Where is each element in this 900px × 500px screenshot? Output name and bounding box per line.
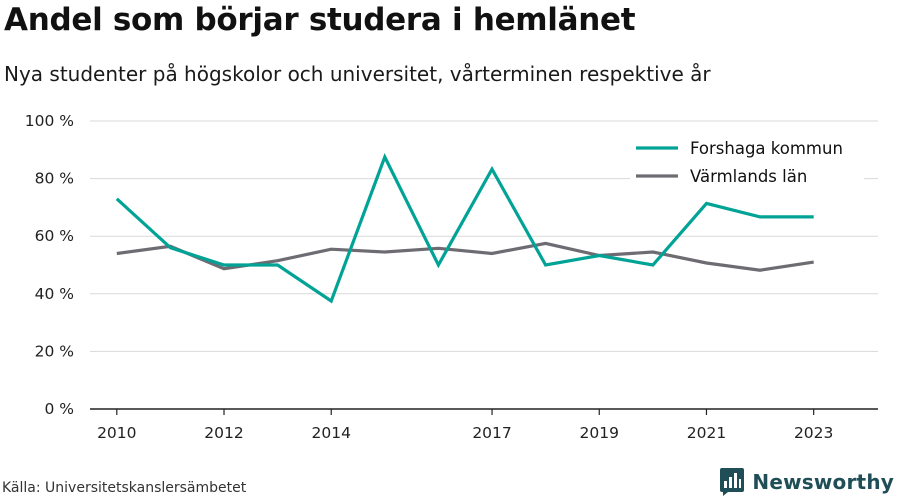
x-axis: 2010 2012 2014 2017 2019 2021 2023 [90, 408, 878, 442]
bar-chart-logo-icon [720, 468, 745, 496]
y-tick-label: 40 % [35, 285, 74, 303]
y-tick-label: 100 % [25, 112, 74, 130]
x-tick-label: 2023 [794, 424, 833, 442]
legend: Forshaga kommun Värmlands län [630, 133, 864, 187]
y-tick-label: 20 % [35, 342, 74, 360]
series-line-forshaga-kommun [115, 152, 814, 304]
legend-label: Värmlands län [690, 167, 807, 186]
series-line-värmlands-län [116, 241, 814, 272]
y-tick-label: 60 % [35, 227, 74, 245]
legend-label: Forshaga kommun [690, 139, 843, 158]
chart-title: Andel som börjar studera i hemlänet [4, 2, 636, 38]
y-tick-label: 0 % [44, 400, 74, 418]
line-chart: 0 %20 %40 %60 %80 %100 % 2010 2012 2014 201… [25, 112, 878, 442]
x-tick-label: 2014 [311, 424, 350, 442]
brand-name: Newsworthy [752, 470, 894, 494]
series-lines [115, 152, 814, 304]
x-tick-label: 2017 [472, 424, 511, 442]
brand-logo: Newsworthy [720, 468, 894, 496]
x-tick-label: 2021 [687, 424, 726, 442]
y-axis-ticks: 0 % 20 % 40 % 60 % 80 % 100 % [25, 112, 74, 418]
legend-background [630, 133, 864, 187]
x-tick-label: 2010 [97, 424, 136, 442]
chart-subtitle: Nya studenter på högskolor och universit… [4, 62, 711, 86]
source-note: Källa: Universitetskanslersämbetet [2, 480, 247, 496]
x-tick-label: 2012 [204, 424, 243, 442]
x-tick-label: 2019 [580, 424, 619, 442]
y-tick-label: 80 % [35, 170, 74, 188]
